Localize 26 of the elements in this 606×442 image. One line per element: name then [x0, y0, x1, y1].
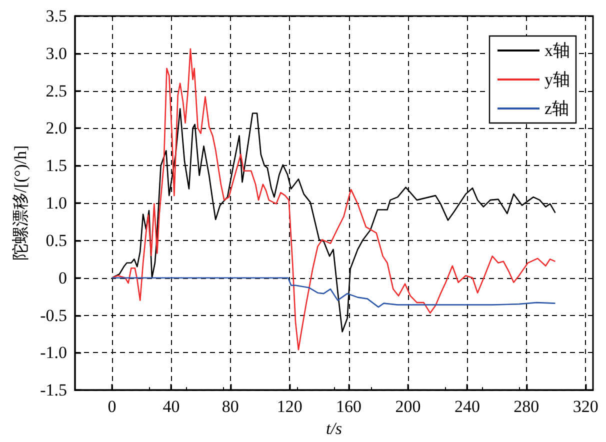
x-tick-label: 160: [336, 397, 362, 416]
line-series: [111, 277, 556, 308]
x-tick-label: 120: [276, 397, 302, 416]
legend-label: y轴: [544, 70, 570, 89]
legend-label: z轴: [544, 99, 570, 118]
y-tick-label: -1.0: [40, 343, 67, 362]
y-tick-label: 2.5: [46, 81, 67, 100]
y-tick-label: -0.5: [40, 306, 67, 325]
x-axis-title: t/s: [326, 419, 342, 438]
y-tick-label: 3.0: [46, 44, 67, 63]
x-tick-label: 40: [162, 397, 180, 416]
y-tick-label: 3.5: [46, 6, 67, 26]
x-tick-label: 200: [395, 397, 421, 416]
y-tick-label: 1.5: [46, 156, 67, 176]
x-tick-label: 0: [108, 397, 116, 416]
y-tick-label: -1.5: [40, 380, 67, 400]
x-tick-label: 240: [454, 397, 480, 416]
y-tick-label: 2.0: [46, 118, 67, 138]
y-tick-label: 0.5: [46, 230, 67, 250]
x-tick-label: 80: [222, 397, 239, 416]
y-tick-label: 0: [58, 268, 67, 288]
y-tick-label: 1.0: [46, 194, 67, 213]
y-axis-title: 陀螺漂移/[(°)/h]: [11, 145, 30, 261]
legend-label: x轴: [544, 41, 570, 60]
x-tick-label: 320: [572, 397, 598, 416]
x-tick-label: 280: [514, 397, 540, 416]
